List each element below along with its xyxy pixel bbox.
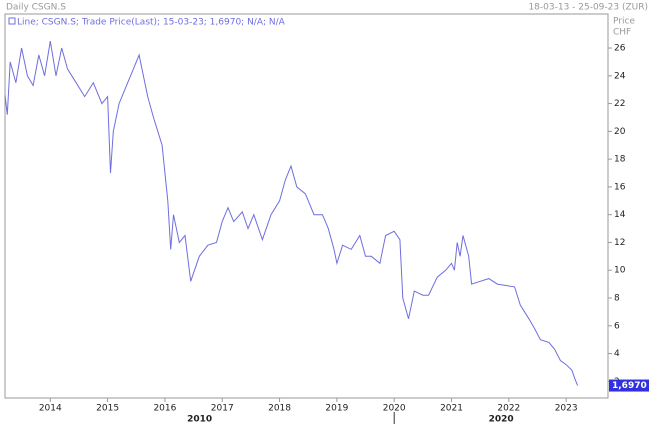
y-tick-label: 16 [614, 182, 626, 192]
y-tick-label: 6 [614, 321, 620, 331]
last-value-label: 1,6970 [612, 381, 647, 391]
y-tick-label: 20 [614, 127, 626, 137]
chart-title: Daily CSGN.S [6, 3, 66, 13]
x-tick-label: 2014 [39, 404, 62, 414]
x-tick-label: 2022 [497, 404, 520, 414]
x-tick-label: 2017 [211, 404, 234, 414]
x-tick-label: 2018 [268, 404, 291, 414]
y-axis-unit: CHF [613, 28, 631, 38]
x-tick-label: 2016 [153, 404, 176, 414]
y-tick-label: 14 [614, 210, 626, 220]
y-tick-label: 10 [614, 266, 626, 276]
y-tick-label: 22 [614, 99, 625, 109]
x-tick-label: 2019 [325, 404, 348, 414]
y-tick-label: 18 [614, 155, 626, 165]
x-tick-label: 2023 [555, 404, 578, 414]
legend-icon [8, 17, 16, 25]
y-tick-label: 8 [614, 294, 620, 304]
y-tick-label: 24 [614, 71, 626, 81]
x-tick-label: 2015 [96, 404, 119, 414]
y-tick-label: 26 [614, 44, 626, 54]
x-tick-label: 2021 [440, 404, 463, 414]
y-tick-label: 12 [614, 238, 625, 248]
last-value-box [609, 379, 649, 392]
legend-entry: Line; CSGN.S; Trade Price(Last); 15-03-2… [17, 18, 286, 28]
date-range: 18-03-13 - 25-09-23 (ZUR) [528, 3, 648, 13]
y-tick-label: 4 [614, 349, 620, 359]
y-axis-label: Price [613, 17, 635, 27]
plot-frame [4, 13, 609, 399]
x-tick-label: 2020 [383, 404, 406, 414]
price-line [4, 41, 579, 386]
decade-label: 2010 [187, 415, 212, 425]
decade-label: 2020 [489, 415, 514, 425]
